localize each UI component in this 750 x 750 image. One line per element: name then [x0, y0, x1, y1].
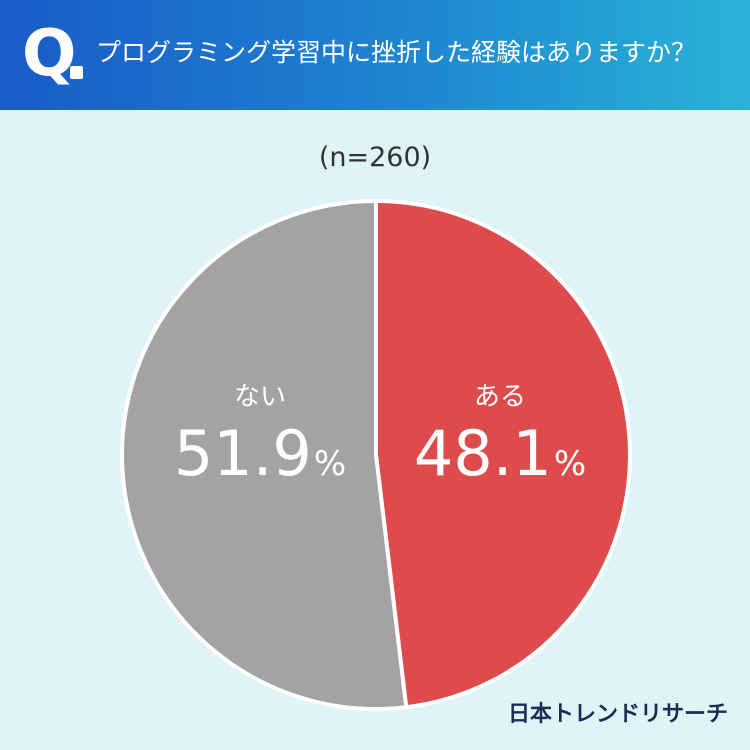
pie-slice-aru — [374, 199, 632, 710]
question-header: Q プログラミング学習中に挫折した経験はありますか？ — [0, 0, 750, 110]
slice-label-aru: ある 48.1% — [390, 380, 610, 504]
slice-value-aru: 48.1 — [413, 417, 552, 490]
slice-percent-aru: 48.1% — [390, 414, 610, 504]
slice-category-aru: ある — [473, 382, 526, 412]
brand-logo: 日本トレンドリサーチ — [507, 702, 728, 727]
slice-unit-nai: % — [313, 444, 347, 484]
sample-size: (n=260) — [318, 142, 432, 173]
slice-value-nai: 51.9 — [173, 417, 312, 490]
slice-percent-nai: 51.9% — [150, 414, 370, 504]
pie-slice-nai — [120, 199, 409, 711]
slice-category-nai: ない — [233, 382, 286, 412]
question-text: プログラミング学習中に挫折した経験はありますか？ — [96, 38, 697, 67]
slice-label-nai: ない 51.9% — [150, 380, 370, 504]
q-dot-icon — [70, 66, 83, 79]
slice-unit-aru: % — [553, 444, 587, 484]
q-mark: Q — [22, 17, 77, 91]
